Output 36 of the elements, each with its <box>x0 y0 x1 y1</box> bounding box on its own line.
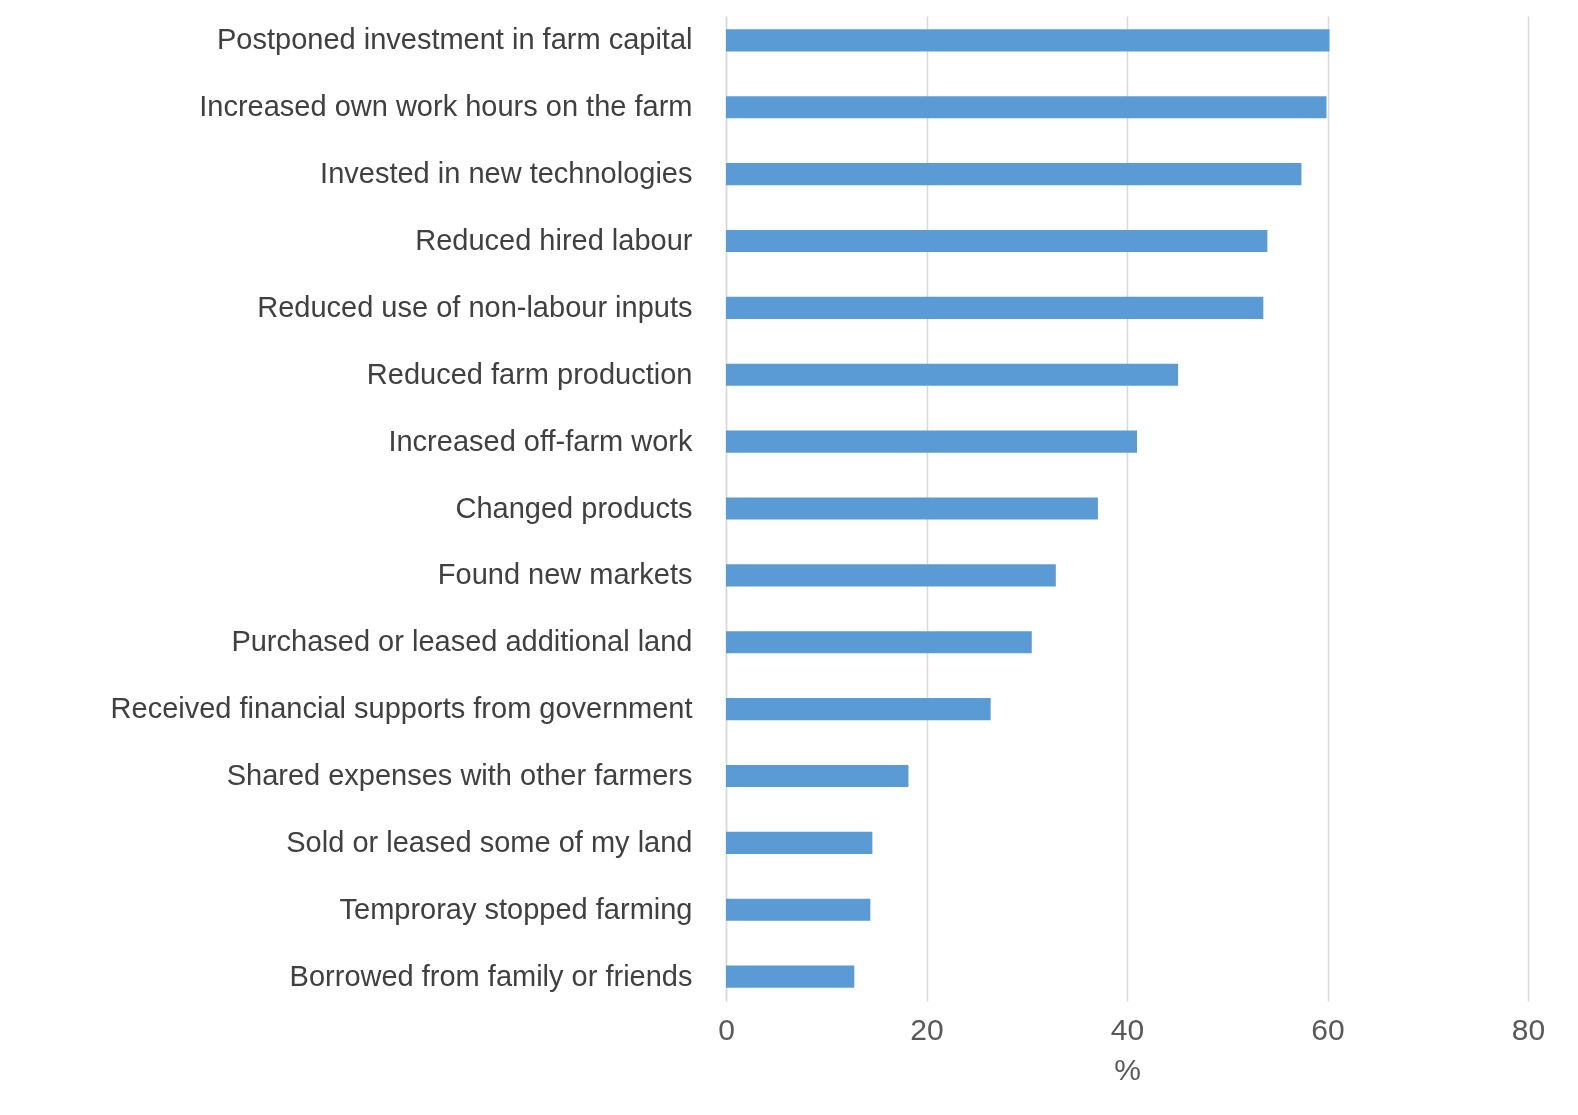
bar <box>726 29 1330 52</box>
y-tick-label: Purchased or leased additional land <box>231 625 693 658</box>
bar <box>726 898 871 921</box>
y-tick-label: Sold or leased some of my land <box>286 825 693 858</box>
y-tick-label: Invested in new technologies <box>320 157 693 190</box>
bar <box>726 296 1264 319</box>
y-tick-label: Found new markets <box>437 558 693 591</box>
bar <box>726 965 855 988</box>
bar <box>726 229 1268 253</box>
bar <box>726 564 1056 587</box>
bar <box>726 831 873 854</box>
y-tick-label: Reduced farm production <box>366 357 693 390</box>
y-tick-label: Reduced hired labour <box>415 224 693 257</box>
x-axis-title: % <box>1114 1052 1141 1086</box>
x-tick-label: 80 <box>1511 1012 1546 1046</box>
y-tick-label: Received financial supports from government <box>110 692 693 725</box>
bar <box>726 764 909 788</box>
y-tick-label: Reduced use of non-labour inputs <box>257 290 693 323</box>
y-tick-label: Shared expenses with other farmers <box>226 758 693 791</box>
x-tick-label: 0 <box>718 1012 735 1046</box>
y-tick-label: Borrowed from family or friends <box>289 959 693 992</box>
x-tick-label: 20 <box>910 1012 944 1046</box>
bar <box>726 363 1179 386</box>
bar <box>726 163 1302 186</box>
y-tick-label: Increased off-farm work <box>388 424 693 457</box>
x-tick-label: 40 <box>1110 1012 1145 1046</box>
y-tick-label: Changed products <box>455 491 693 524</box>
x-tick-label: 60 <box>1311 1012 1345 1046</box>
bar <box>726 698 991 721</box>
bar <box>726 631 1032 654</box>
bar <box>726 96 1327 119</box>
y-tick-label: Temproray stopped farming <box>339 892 693 925</box>
y-tick-label: Postponed investment in farm capital <box>216 23 693 56</box>
y-tick-label: Increased own work hours on the farm <box>199 90 693 123</box>
bar <box>726 497 1098 520</box>
bar <box>726 430 1138 453</box>
